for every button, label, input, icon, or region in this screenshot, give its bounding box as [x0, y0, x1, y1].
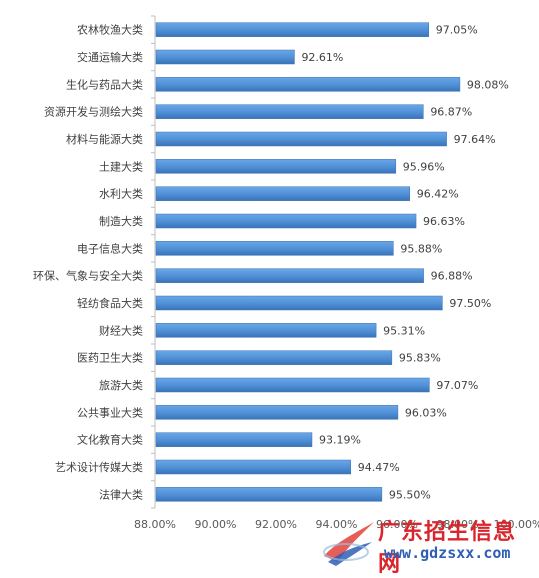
- bar-value-label: 96.42%: [417, 188, 459, 201]
- category-label: 轻纺食品大类: [77, 296, 143, 310]
- category-label: 艺术设计传媒大类: [55, 460, 143, 474]
- bar: [155, 22, 430, 37]
- bar: [155, 131, 447, 147]
- bar-value-label: 97.07%: [436, 379, 478, 392]
- category-label: 法律大类: [99, 487, 143, 501]
- bar-value-label: 96.03%: [405, 406, 447, 419]
- bar-value-label: 95.88%: [400, 242, 442, 255]
- bar: [155, 405, 399, 420]
- category-label: 文化教育大类: [77, 433, 143, 447]
- bar: [155, 323, 377, 338]
- x-tick-label: 100.00%: [494, 518, 539, 531]
- x-tick-label: 98.00%: [437, 518, 479, 531]
- bar: [155, 49, 295, 65]
- category-label: 电子信息大类: [77, 241, 143, 255]
- bar: [155, 159, 397, 174]
- bar-value-label: 96.88%: [431, 270, 473, 283]
- bar: [155, 487, 383, 502]
- bar: [155, 104, 424, 119]
- bar: [155, 377, 430, 393]
- category-label: 农林牧渔大类: [77, 23, 143, 37]
- category-label: 环保、气象与安全大类: [33, 269, 143, 283]
- x-tick-label: 88.00%: [134, 518, 176, 531]
- bar-value-label: 92.61%: [301, 51, 343, 64]
- bar: [155, 213, 417, 229]
- bar-value-label: 94.47%: [358, 461, 400, 474]
- category-label: 材料与能源大类: [66, 132, 143, 146]
- category-label: 财经大类: [99, 323, 143, 337]
- category-label: 公共事业大类: [77, 405, 143, 419]
- x-tick-label: 90.00%: [195, 518, 237, 531]
- bars-layer: 97.05% 92.61% 98.08% 96.87% 97.64% 95.96% 96.4…: [155, 22, 509, 502]
- bar-value-label: 97.05%: [436, 24, 478, 37]
- x-tick-label: 94.00%: [316, 518, 358, 531]
- x-tick-label: 92.00%: [255, 518, 297, 531]
- x-tick-label: 96.00%: [376, 518, 418, 531]
- bar: [155, 459, 351, 475]
- category-label: 交通运输大类: [77, 50, 143, 64]
- category-label: 生化与药品大类: [66, 77, 143, 91]
- category-label: 医药卫生大类: [77, 351, 143, 365]
- bar: [155, 350, 393, 365]
- bar: [155, 186, 410, 201]
- watermark-url: www.gdzsxx.com: [384, 544, 511, 562]
- category-label: 水利大类: [99, 187, 143, 201]
- bar-value-label: 97.64%: [454, 133, 496, 146]
- logo-swoosh-icon: [323, 522, 374, 566]
- bar-value-label: 95.31%: [383, 324, 425, 337]
- watermark: 广东招生信息网 www.gdzsxx.com: [318, 512, 538, 577]
- bar-value-label: 98.08%: [467, 78, 509, 91]
- axis-layer: 88.00% 90.00% 92.00% 94.00% 96.00% 98.00% 100.…: [33, 15, 539, 531]
- bar: [155, 77, 461, 92]
- bar-value-label: 93.19%: [319, 434, 361, 447]
- bar: [155, 295, 443, 311]
- bar-value-label: 95.83%: [399, 352, 441, 365]
- bar-value-label: 96.63%: [423, 215, 465, 228]
- watermark-title: 广东招生信息网: [378, 520, 517, 577]
- bar: [155, 241, 394, 256]
- bar-value-label: 96.87%: [430, 106, 472, 119]
- category-label: 土建大类: [99, 159, 143, 173]
- category-label: 旅游大类: [99, 378, 143, 392]
- bar-value-label: 95.96%: [403, 160, 445, 173]
- bar-value-label: 95.50%: [389, 488, 431, 501]
- bar: [155, 268, 424, 283]
- category-label: 资源开发与测绘大类: [44, 105, 143, 119]
- category-label: 制造大类: [99, 214, 143, 228]
- bar-value-label: 97.50%: [449, 297, 491, 310]
- bar: [155, 432, 313, 447]
